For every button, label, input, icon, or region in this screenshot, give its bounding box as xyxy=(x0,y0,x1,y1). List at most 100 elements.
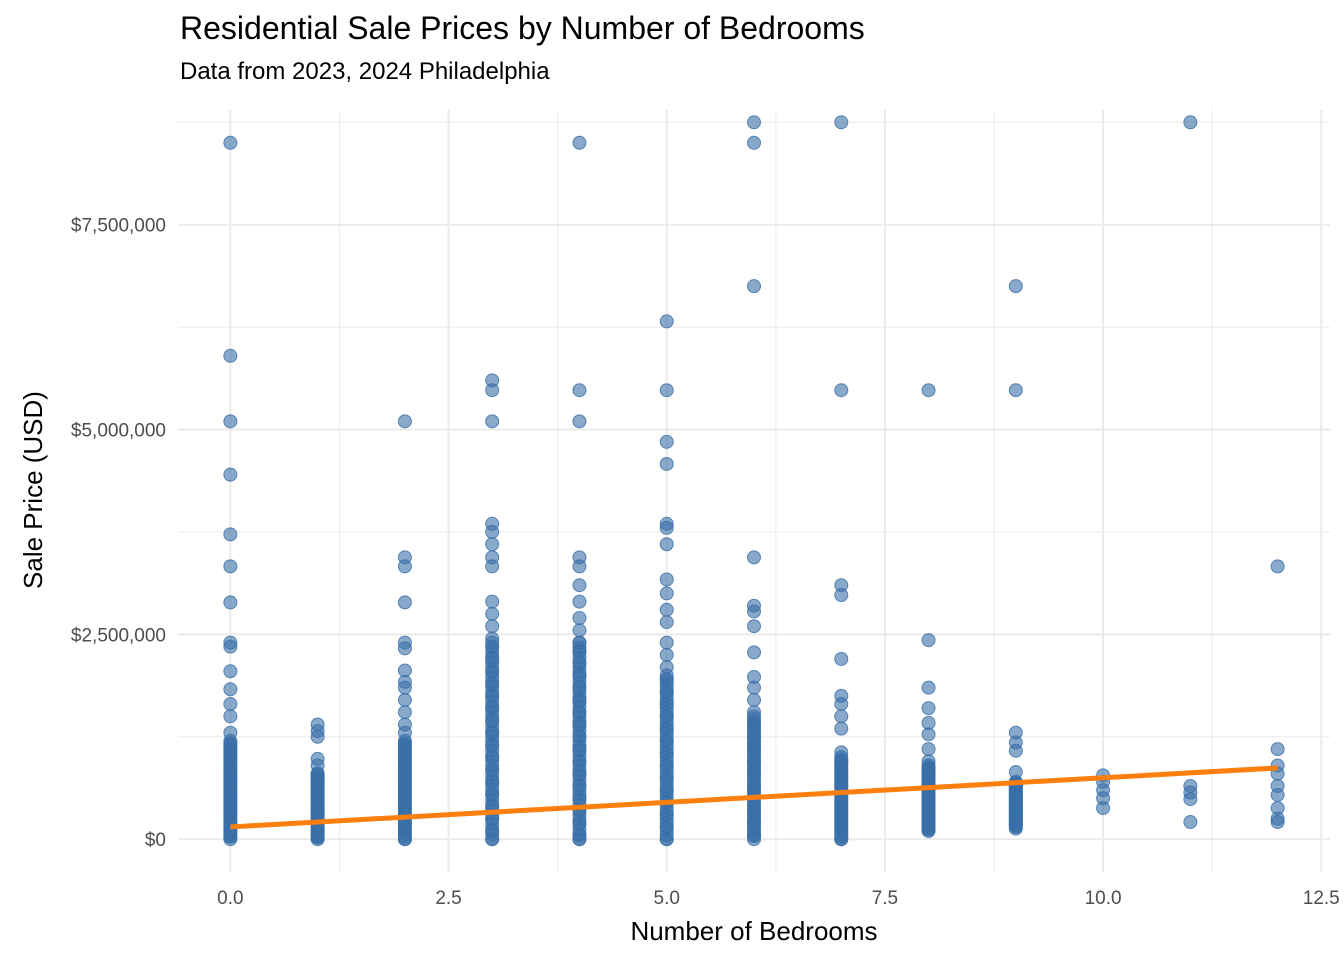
data-point xyxy=(1008,743,1023,758)
data-point xyxy=(397,725,412,740)
data-point xyxy=(485,606,500,621)
data-point xyxy=(397,641,412,656)
data-point xyxy=(223,559,238,574)
y-tick-label: $5,000,000 xyxy=(71,421,166,442)
data-point xyxy=(747,729,761,744)
data-point xyxy=(747,135,761,150)
data-point xyxy=(659,456,674,471)
data-point xyxy=(397,680,412,695)
y-tick-label: $2,500,000 xyxy=(71,625,166,646)
data-point xyxy=(572,383,587,398)
data-point xyxy=(834,383,849,398)
data-point xyxy=(485,537,500,552)
data-point xyxy=(659,819,674,834)
data-point xyxy=(485,738,500,752)
data-point xyxy=(485,524,500,539)
data-point xyxy=(834,709,849,724)
chart-subtitle: Data from 2023, 2024 Philadelphia xyxy=(180,58,550,85)
data-point xyxy=(572,559,587,574)
data-point xyxy=(659,314,674,329)
data-point xyxy=(834,832,849,847)
data-point xyxy=(921,822,936,837)
y-axis-title: Sale Price (USD) xyxy=(18,391,48,589)
data-point xyxy=(921,701,936,716)
data-point xyxy=(572,594,587,609)
data-point xyxy=(223,414,238,429)
data-point xyxy=(485,701,500,716)
data-point xyxy=(659,537,674,552)
data-point xyxy=(572,705,587,720)
data-point xyxy=(659,721,674,736)
data-point xyxy=(747,115,761,130)
data-point xyxy=(1270,815,1285,830)
data-point xyxy=(659,647,674,662)
data-point xyxy=(747,619,761,634)
y-axis-ticks: $0 $2,500,000 $5,000,000 $7,500,000 xyxy=(71,216,166,852)
x-axis-title: Number of Bedrooms xyxy=(630,916,877,946)
x-tick-label: 5.0 xyxy=(654,888,680,909)
data-point xyxy=(485,832,500,847)
data-point xyxy=(1183,815,1198,830)
data-point xyxy=(485,559,500,574)
data-point xyxy=(397,414,412,429)
data-point xyxy=(485,414,500,429)
trend-line xyxy=(230,765,1278,830)
data-point xyxy=(485,619,500,634)
data-point xyxy=(659,660,674,675)
data-point xyxy=(397,738,412,752)
data-point xyxy=(921,633,936,648)
data-point xyxy=(747,279,761,294)
data-point xyxy=(223,467,238,482)
data-point xyxy=(572,692,587,707)
x-tick-label: 12.5 xyxy=(1303,888,1340,909)
data-point xyxy=(747,754,761,769)
data-point xyxy=(659,672,674,687)
data-point xyxy=(572,623,587,638)
data-point xyxy=(572,656,587,671)
data-point xyxy=(485,750,500,765)
data-point xyxy=(747,803,761,818)
data-point xyxy=(310,729,325,744)
data-point xyxy=(659,635,674,650)
data-point xyxy=(659,832,674,847)
data-point xyxy=(572,815,587,830)
data-point xyxy=(223,348,238,363)
data-point xyxy=(659,586,674,601)
data-point xyxy=(747,742,761,757)
chart-title: Residential Sale Prices by Number of Bed… xyxy=(180,10,865,46)
data-point xyxy=(223,639,238,654)
x-tick-label: 0.0 xyxy=(217,888,243,909)
data-point xyxy=(659,746,674,761)
data-point xyxy=(659,783,674,798)
x-tick-label: 2.5 xyxy=(435,888,461,909)
data-point xyxy=(485,688,500,703)
data-point xyxy=(659,807,674,822)
data-point xyxy=(310,830,325,845)
data-point xyxy=(223,829,238,844)
data-point xyxy=(747,550,761,565)
data-point xyxy=(747,828,761,843)
data-point xyxy=(485,787,500,802)
data-point xyxy=(485,651,500,666)
data-point xyxy=(572,135,587,150)
y-tick-label: $0 xyxy=(145,830,166,851)
data-point xyxy=(747,680,761,695)
data-point xyxy=(659,758,674,773)
data-point xyxy=(834,697,849,712)
data-point xyxy=(572,766,587,781)
data-point xyxy=(1270,787,1285,802)
data-point xyxy=(223,595,238,610)
data-point xyxy=(1096,801,1111,816)
data-point xyxy=(659,770,674,785)
data-point xyxy=(834,721,849,736)
data-point xyxy=(1270,559,1285,574)
data-point xyxy=(1270,742,1285,757)
data-point xyxy=(572,791,587,806)
data-point xyxy=(572,778,587,793)
data-point xyxy=(747,705,761,720)
x-axis-ticks: 0.0 2.5 5.0 7.5 10.0 12.5 xyxy=(217,888,1340,909)
data-point xyxy=(747,766,761,781)
data-point xyxy=(659,572,674,587)
data-point xyxy=(572,742,587,757)
data-point xyxy=(747,692,761,707)
